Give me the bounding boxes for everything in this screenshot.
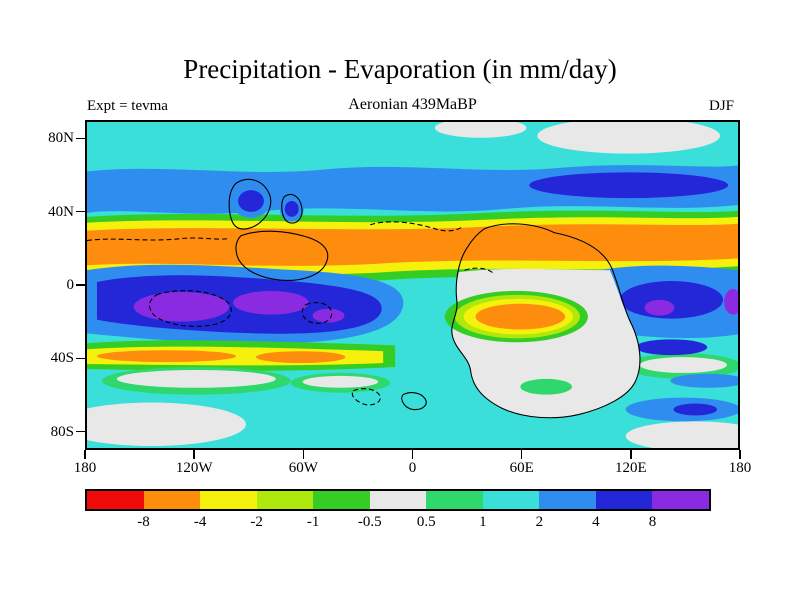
sh-gray-patch [302, 375, 379, 388]
terrane-wet-dark [284, 201, 299, 217]
colorbar-level-label: 4 [592, 514, 600, 530]
x-tick-mark [193, 450, 195, 459]
terrane-coastline [235, 230, 329, 281]
x-tick-mark [84, 450, 86, 459]
polar-gray-patch [537, 122, 721, 154]
equatorial-wet-purple [312, 308, 345, 323]
y-tick-mark [76, 137, 85, 140]
season-label: DJF [708, 98, 734, 114]
y-tick-mark [76, 210, 85, 213]
colorbar-level-label: 0.5 [416, 514, 436, 530]
colorbar-segment [539, 491, 596, 509]
x-tick-mark [739, 450, 741, 459]
x-tick-label: 60E [509, 460, 534, 476]
continent-coastline [451, 223, 641, 419]
chart-subtitle: Aeronian 439MaBP [348, 96, 477, 113]
east-wet-purple [644, 299, 675, 316]
colorbar-level-label: -4 [193, 514, 207, 530]
x-tick-label: 0 [408, 460, 417, 476]
colorbar-segment [313, 491, 370, 509]
nh-wet-core [529, 172, 729, 199]
terrane-coastline [281, 194, 303, 224]
map-plot-area [85, 120, 740, 450]
chart-subtitle-row: Expt = tevma Aeronian 439MaBP DJF [85, 96, 740, 116]
colorbar-segment [87, 491, 144, 509]
colorbar-level-label: -2 [250, 514, 263, 530]
y-tick-label: 80S [50, 423, 74, 440]
equatorial-wet-purple [233, 290, 309, 315]
sh-gray-patch [116, 369, 276, 388]
experiment-label: Expt = tevma [87, 98, 168, 114]
colorbar-segment [256, 491, 314, 509]
colorbar-level-label: -8 [137, 514, 150, 530]
colorbar-segment [369, 491, 427, 509]
east-wet-dark [619, 281, 724, 319]
x-tick-mark [411, 450, 414, 459]
continent-dry-orange [475, 303, 566, 330]
y-tick-label: 80N [48, 130, 74, 147]
colorbar-segment [482, 491, 540, 509]
dashed-coastline [301, 302, 333, 324]
colorbar-level-label: -0.5 [357, 514, 382, 530]
polar-gray-patch [87, 402, 246, 447]
colorbar-segment [426, 491, 483, 509]
sh-dry-orange [255, 351, 346, 364]
colorbar-level-label: 2 [535, 514, 544, 530]
x-tick-label: 120E [614, 460, 647, 476]
terrane-coastline [228, 178, 272, 230]
colorbar-segment [143, 491, 201, 509]
y-tick-label: 40S [50, 350, 74, 367]
dashed-coastline [464, 267, 495, 275]
y-tick-label: 40N [48, 203, 74, 220]
island-coastline [401, 392, 427, 411]
x-tick-label: 180 [73, 460, 97, 476]
equatorial-wet-purple [133, 291, 230, 322]
x-tick-label: 180 [728, 460, 752, 476]
sh-gray-patch [639, 357, 728, 373]
colorbar-segment [652, 491, 710, 509]
colorbar-segment [200, 491, 257, 509]
chart-title: Precipitation - Evaporation (in mm/day) [183, 54, 617, 84]
colorbar-level-label: -1 [306, 514, 320, 530]
x-tick-mark [520, 450, 523, 459]
colorbar-segment [595, 491, 653, 509]
continent-green-spot [520, 378, 573, 395]
dashed-coastline [370, 221, 463, 232]
colorbar [85, 489, 711, 511]
y-tick-mark [76, 284, 85, 286]
sh-blue-streak [670, 373, 738, 388]
dashed-coastline [87, 237, 229, 242]
x-tick-label: 60W [288, 460, 318, 476]
sh-polar-dark [673, 403, 718, 416]
dashed-coastline [149, 290, 232, 327]
y-tick-mark [76, 430, 85, 433]
nh-dry-orange [87, 223, 738, 266]
y-tick-mark [76, 357, 85, 360]
contour-field-svg [87, 122, 738, 448]
x-tick-mark [630, 450, 632, 459]
x-tick-label: 120W [175, 460, 213, 476]
polar-gray-patch [434, 122, 527, 138]
y-tick-label: 0 [66, 277, 75, 293]
polar-gray-patch [625, 421, 738, 448]
terrane-wet-dark [238, 190, 264, 212]
sh-dark-streak [635, 339, 708, 356]
colorbar-level-label: 1 [479, 514, 487, 530]
colorbar-level-label: 8 [648, 514, 657, 530]
east-wet-purple [724, 288, 738, 315]
x-tick-mark [302, 450, 305, 459]
sh-dry-orange [96, 350, 237, 363]
